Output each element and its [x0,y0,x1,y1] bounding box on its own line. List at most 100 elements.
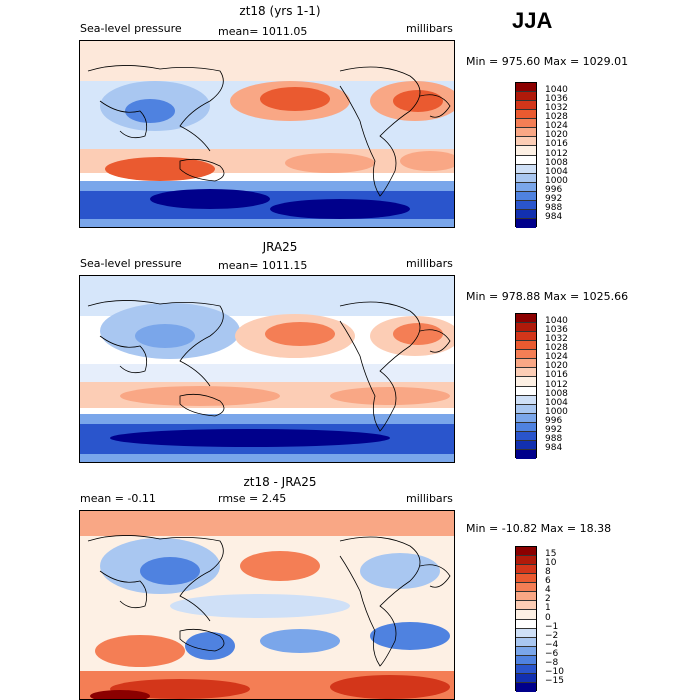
colorbar-tick-label: 1024 [545,121,568,132]
colorbar-tick-label: 1008 [545,157,568,168]
colorbar-tick-label: 1012 [545,148,568,159]
panel-2-units-label: millibars [406,257,453,270]
panel-3-colorbar [515,546,537,692]
colorbar-tick-label: 1020 [545,130,568,141]
colorbar-swatch [516,583,536,593]
colorbar-swatch [516,191,536,201]
colorbar-tick-label: 1004 [545,166,568,177]
colorbar-tick-label: 4 [545,585,551,596]
panel-3-title: zt18 - JRA25 [243,475,317,489]
colorbar-swatch [516,323,536,333]
colorbar-tick-label: 1020 [545,361,568,372]
colorbar-swatch [516,386,536,396]
colorbar-swatch [516,332,536,342]
colorbar-swatch [516,404,536,414]
colorbar-tick-label: 1000 [545,406,568,417]
colorbar-swatch [516,314,536,324]
colorbar-swatch [516,673,536,683]
colorbar-swatch [516,137,536,147]
panel-1-minmax: Min = 975.60 Max = 1029.01 [466,55,629,68]
colorbar-tick-label: 996 [545,184,563,195]
panel-2-map [79,275,455,463]
colorbar-swatch [516,610,536,620]
colorbar-swatch [516,200,536,210]
colorbar-swatch [516,101,536,111]
colorbar-tick-label: 988 [545,202,563,213]
colorbar-tick-label: 1024 [545,352,568,363]
colorbar-swatch [516,449,536,459]
colorbar-swatch [516,146,536,156]
colorbar-swatch [516,556,536,566]
colorbar-tick-label: 1008 [545,388,568,399]
colorbar-tick-label: 996 [545,415,563,426]
colorbar-swatch [516,128,536,138]
colorbar-tick-label: −15 [545,675,564,686]
colorbar-swatch [516,155,536,165]
colorbar-tick-label: 1016 [545,370,568,381]
panel-2-colorbar [515,313,537,459]
colorbar-swatch [516,119,536,129]
colorbar-tick-label: 1016 [545,139,568,150]
colorbar-swatch [516,92,536,102]
colorbar-tick-label: 1036 [545,325,568,336]
colorbar-swatch [516,164,536,174]
panel-1-mean-label: mean= 1011.05 [218,25,308,38]
panel-3-map [79,510,455,700]
panel-2-variable-label: Sea-level pressure [80,257,182,270]
colorbar-tick-label: −6 [545,648,559,659]
panel-1-map-field [80,41,454,227]
panel-1-colorbar [515,82,537,228]
colorbar-tick-label: −2 [545,630,559,641]
colorbar-swatch [516,341,536,351]
colorbar-tick-label: 1040 [545,316,568,327]
colorbar-swatch [516,413,536,423]
colorbar-swatch [516,547,536,557]
panel-3-mean-label: mean = -0.11 [80,492,156,505]
colorbar-tick-label: 1000 [545,175,568,186]
colorbar-tick-label: 15 [545,549,557,560]
panel-2-title: JRA25 [262,240,298,254]
colorbar-tick-label: 0 [545,612,551,623]
colorbar-swatch [516,655,536,665]
colorbar-swatch [516,422,536,432]
colorbar-swatch [516,592,536,602]
colorbar-swatch [516,209,536,219]
colorbar-tick-label: 992 [545,424,563,435]
colorbar-swatch [516,565,536,575]
panel-1-map [79,40,455,228]
colorbar-tick-label: 988 [545,433,563,444]
colorbar-tick-label: 6 [545,576,551,587]
colorbar-tick-label: −1 [545,621,559,632]
colorbar-swatch [516,431,536,441]
colorbar-tick-label: 1 [545,603,551,614]
colorbar-tick-label: 10 [545,558,557,569]
colorbar-tick-label: 2 [545,594,551,605]
colorbar-swatch [516,182,536,192]
colorbar-tick-label: 1032 [545,334,568,345]
panel-1-units-label: millibars [406,22,453,35]
panel-2-minmax: Min = 978.88 Max = 1025.66 [466,290,629,303]
colorbar-tick-label: 1028 [545,343,568,354]
panel-3-map-field [80,511,454,699]
colorbar-tick-label: 1028 [545,112,568,123]
colorbar-swatch [516,664,536,674]
colorbar-swatch [516,173,536,183]
colorbar-swatch [516,601,536,611]
season-label: JJA [512,8,553,33]
colorbar-tick-label: 984 [545,442,563,453]
colorbar-swatch [516,574,536,584]
colorbar-tick-label: −10 [545,666,564,677]
panel-3-rmse-label: rmse = 2.45 [218,492,287,505]
panel-1-title: zt18 (yrs 1-1) [239,4,321,18]
colorbar-swatch [516,368,536,378]
colorbar-tick-label: 1036 [545,94,568,105]
colorbar-tick-label: 1040 [545,85,568,96]
colorbar-swatch [516,395,536,405]
colorbar-tick-label: −8 [545,657,559,668]
colorbar-swatch [516,619,536,629]
panel-3-units-label: millibars [406,492,453,505]
colorbar-tick-label: 1012 [545,379,568,390]
colorbar-swatch [516,110,536,120]
colorbar-tick-label: 1004 [545,397,568,408]
colorbar-swatch [516,440,536,450]
